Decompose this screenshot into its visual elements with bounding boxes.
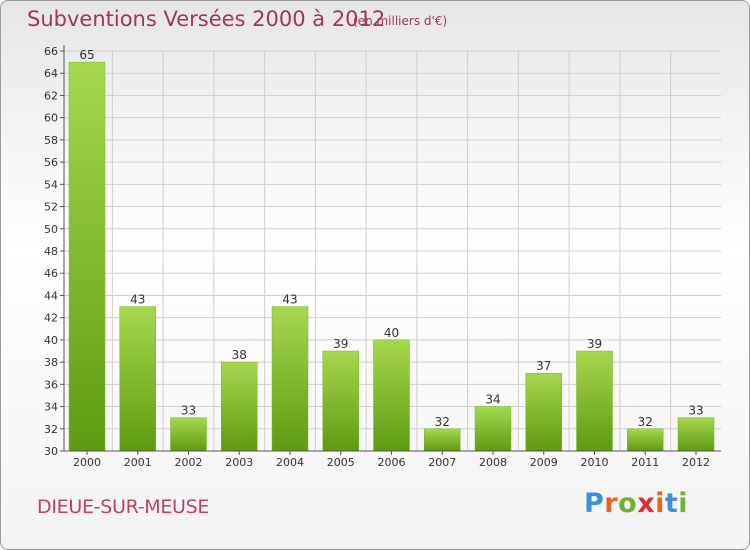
bar-2004 xyxy=(271,306,309,452)
y-tick-label: 52 xyxy=(44,201,58,214)
x-tick-label-2002: 2002 xyxy=(175,456,203,469)
bar-2010 xyxy=(576,350,613,452)
data-label-2010: 39 xyxy=(587,337,602,351)
bar-2000 xyxy=(68,61,106,452)
x-tick-label-2006: 2006 xyxy=(378,456,406,469)
logo-letter: r xyxy=(604,488,619,519)
y-tick-label: 40 xyxy=(44,334,58,347)
y-tick-label: 54 xyxy=(44,178,58,191)
bar-2006 xyxy=(373,339,410,452)
y-tick-label: 48 xyxy=(44,245,58,258)
data-label-2012: 33 xyxy=(688,404,703,418)
logo-letter: P xyxy=(584,488,605,519)
y-tick-label: 58 xyxy=(44,134,58,147)
data-label-2001: 43 xyxy=(130,293,145,307)
x-tick-label-2009: 2009 xyxy=(530,456,558,469)
bar-2003 xyxy=(221,361,258,452)
logo-letter: o xyxy=(618,488,638,519)
data-label-2003: 38 xyxy=(232,348,247,362)
axes: 30 32 34 36 38 40 42 44 46 48 50 52 54 56 58 60 62 64 66 20… xyxy=(44,45,721,469)
y-tick-label: 36 xyxy=(44,378,58,391)
y-tick-label: 42 xyxy=(44,312,58,325)
data-label-2011: 32 xyxy=(638,415,653,429)
y-tick-label: 62 xyxy=(44,89,58,102)
y-tick-label: 50 xyxy=(44,223,58,236)
y-tick-label: 64 xyxy=(44,67,58,80)
y-tick-label: 46 xyxy=(44,267,58,280)
y-tick-label: 34 xyxy=(44,401,58,414)
data-label-2009: 37 xyxy=(536,359,551,373)
y-tick-label: 44 xyxy=(44,289,58,302)
logo-letter: i xyxy=(655,488,665,519)
data-label-2006: 40 xyxy=(384,326,399,340)
proxiti-logo: Proxiti xyxy=(584,488,688,519)
data-label-2005: 39 xyxy=(333,337,348,351)
bar-2005 xyxy=(322,350,359,452)
commune-name: DIEUE-SUR-MEUSE xyxy=(37,496,210,518)
y-tick-label: 56 xyxy=(44,156,58,169)
logo-letter: i xyxy=(678,488,689,519)
x-tick-label-2011: 2011 xyxy=(631,456,659,469)
x-tick-label-2005: 2005 xyxy=(327,456,355,469)
x-tick-label-2012: 2012 xyxy=(682,456,710,469)
bars: 65 43 33 38 43 39 40 32 34 37 39 32 33 xyxy=(68,48,715,452)
x-tick-label-2007: 2007 xyxy=(428,456,456,469)
x-tick-label-2000: 2000 xyxy=(73,456,101,469)
y-tick-label: 32 xyxy=(44,423,58,436)
y-tick-label: 60 xyxy=(44,112,58,125)
x-tick-label-2004: 2004 xyxy=(276,456,304,469)
x-tick-label-2010: 2010 xyxy=(581,456,609,469)
data-label-2008: 34 xyxy=(485,393,500,407)
x-tick-label-2003: 2003 xyxy=(225,456,253,469)
bar-2007 xyxy=(424,428,461,452)
y-tick-label: 38 xyxy=(44,356,58,369)
data-label-2007: 32 xyxy=(435,415,450,429)
bar-2009 xyxy=(525,372,562,452)
x-tick-label-2008: 2008 xyxy=(479,456,507,469)
bar-2001 xyxy=(119,306,156,452)
chart-subtitle: (en milliers d'€) xyxy=(353,14,448,28)
logo-letter: x xyxy=(637,488,656,519)
data-label-2002: 33 xyxy=(181,404,196,418)
data-label-2000: 65 xyxy=(79,48,94,62)
bar-2011 xyxy=(627,428,664,452)
y-tick-label: 30 xyxy=(44,445,58,458)
bar-2002 xyxy=(170,417,207,452)
data-label-2004: 43 xyxy=(282,293,297,307)
bar-2012 xyxy=(677,417,715,452)
bar-2008 xyxy=(474,406,512,452)
logo-letter: t xyxy=(664,488,679,519)
grid-lines xyxy=(64,50,721,452)
y-tick-label: 66 xyxy=(44,45,58,58)
x-tick-label-2001: 2001 xyxy=(124,456,152,469)
chart-title: Subventions Versées 2000 à 2012 xyxy=(27,7,386,31)
